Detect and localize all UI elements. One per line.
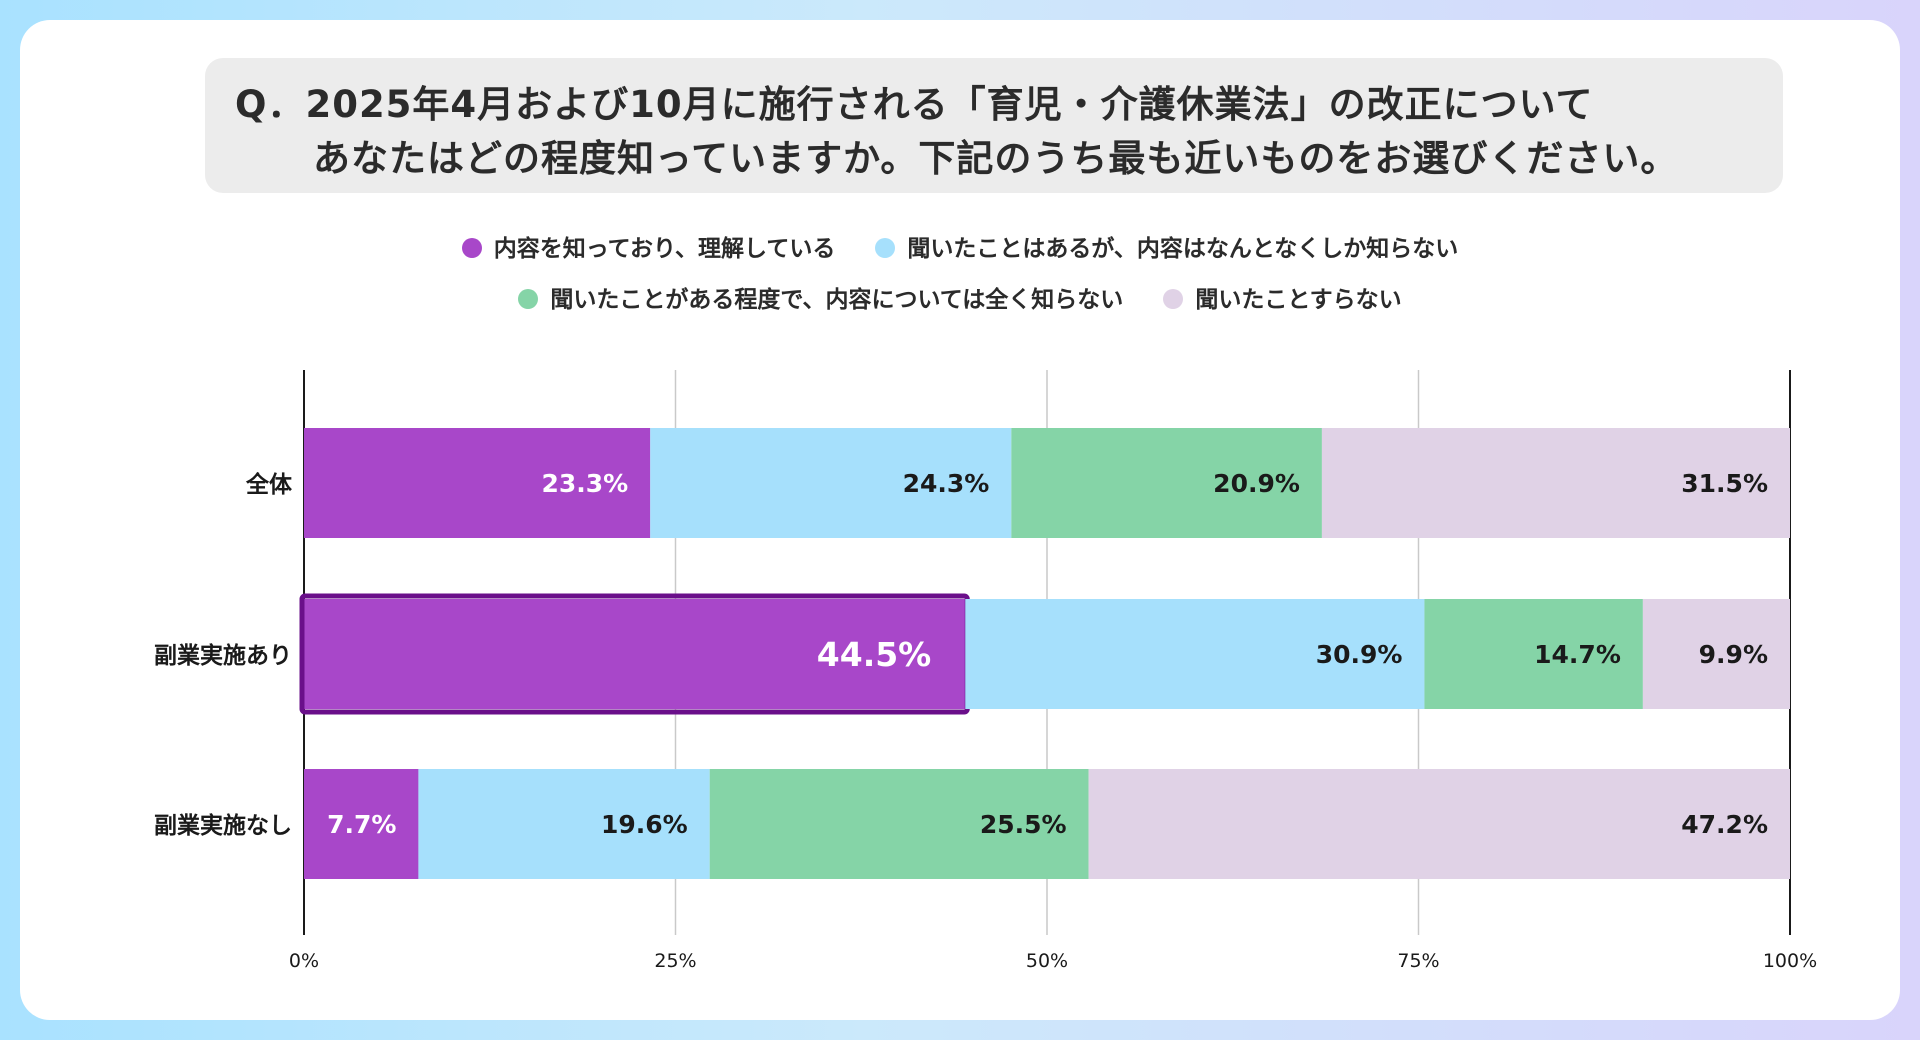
bar-total-vaguely <box>650 428 1012 538</box>
data-label-total-heard-only: 20.9% <box>1213 469 1300 498</box>
bar-side-job-yes-understand <box>304 599 966 709</box>
x-tick-label-50: 50% <box>1026 950 1068 972</box>
data-label-side-job-yes-never-heard: 9.9% <box>1699 640 1768 669</box>
question-title-line-1: Q．2025年4月および10月に施行される「育児・介護休業法」の改正について <box>235 83 1594 126</box>
legend-item-never-heard: 聞いたことすらない <box>1163 280 1402 314</box>
category-label-side-job-yes: 副業実施あり <box>154 642 292 669</box>
x-tick-label-25: 25% <box>654 950 696 972</box>
bar-side-job-no-vaguely <box>418 769 710 879</box>
legend-row-1: 内容を知っており、理解している 聞いたことはあるが、内容はなんとなくしか知らない <box>0 229 1920 263</box>
bar-side-job-yes-heard-only <box>1424 599 1643 709</box>
data-label-side-job-no-vaguely: 19.6% <box>601 810 688 839</box>
data-label-total-never-heard: 31.5% <box>1681 469 1768 498</box>
data-label-side-job-yes-understand: 44.5% <box>817 635 932 674</box>
bar-total-never-heard <box>1321 428 1790 538</box>
legend-item-vaguely: 聞いたことはあるが、内容はなんとなくしか知らない <box>875 229 1458 263</box>
legend-item-understand: 内容を知っており、理解している <box>461 229 836 263</box>
legend-item-heard-only: 聞いたことがある程度で、内容については全く知らない <box>518 280 1123 314</box>
data-label-total-understand: 23.3% <box>542 469 629 498</box>
data-label-side-job-no-understand: 7.7% <box>327 810 396 839</box>
bar-side-job-yes-vaguely <box>965 599 1425 709</box>
data-label-side-job-no-heard-only: 25.5% <box>980 810 1067 839</box>
bar-side-job-no-heard-only <box>709 769 1089 879</box>
x-tick-label-75: 75% <box>1397 950 1439 972</box>
legend-swatch-never-heard <box>1163 289 1184 309</box>
legend-label-understand: 内容を知っており、理解している <box>493 236 836 262</box>
data-label-total-vaguely: 24.3% <box>903 469 990 498</box>
legend-label-vaguely: 聞いたことはあるが、内容はなんとなくしか知らない <box>907 236 1459 262</box>
legend-swatch-understand <box>461 238 482 258</box>
legend-row-2: 聞いたことがある程度で、内容については全く知らない 聞いたことすらない <box>0 280 1920 314</box>
category-label-side-job-no: 副業実施なし <box>154 812 292 839</box>
x-tick-label-100: 100% <box>1763 950 1817 972</box>
question-box: Q．2025年4月および10月に施行される「育児・介護休業法」の改正について あ… <box>205 58 1783 193</box>
data-label-side-job-no-never-heard: 47.2% <box>1681 810 1768 839</box>
bar-total-understand <box>304 428 651 538</box>
legend-swatch-heard-only <box>518 289 539 309</box>
bar-side-job-yes-never-heard <box>1642 599 1790 709</box>
x-tick-label-0: 0% <box>289 950 319 972</box>
legend-label-never-heard: 聞いたことすらない <box>1195 287 1402 313</box>
data-label-side-job-yes-vaguely: 30.9% <box>1316 640 1403 669</box>
bar-total-heard-only <box>1011 428 1322 538</box>
data-label-side-job-yes-heard-only: 14.7% <box>1534 640 1621 669</box>
question-title-line-2: あなたはどの程度知っていますか。下記のうち最も近いものをお選びください。 <box>313 137 1679 180</box>
legend-swatch-vaguely <box>875 238 896 258</box>
bar-side-job-no-understand <box>304 769 419 879</box>
bar-side-job-no-never-heard <box>1088 769 1790 879</box>
category-label-total: 全体 <box>245 471 293 498</box>
legend-label-heard-only: 聞いたことがある程度で、内容については全く知らない <box>550 287 1124 313</box>
